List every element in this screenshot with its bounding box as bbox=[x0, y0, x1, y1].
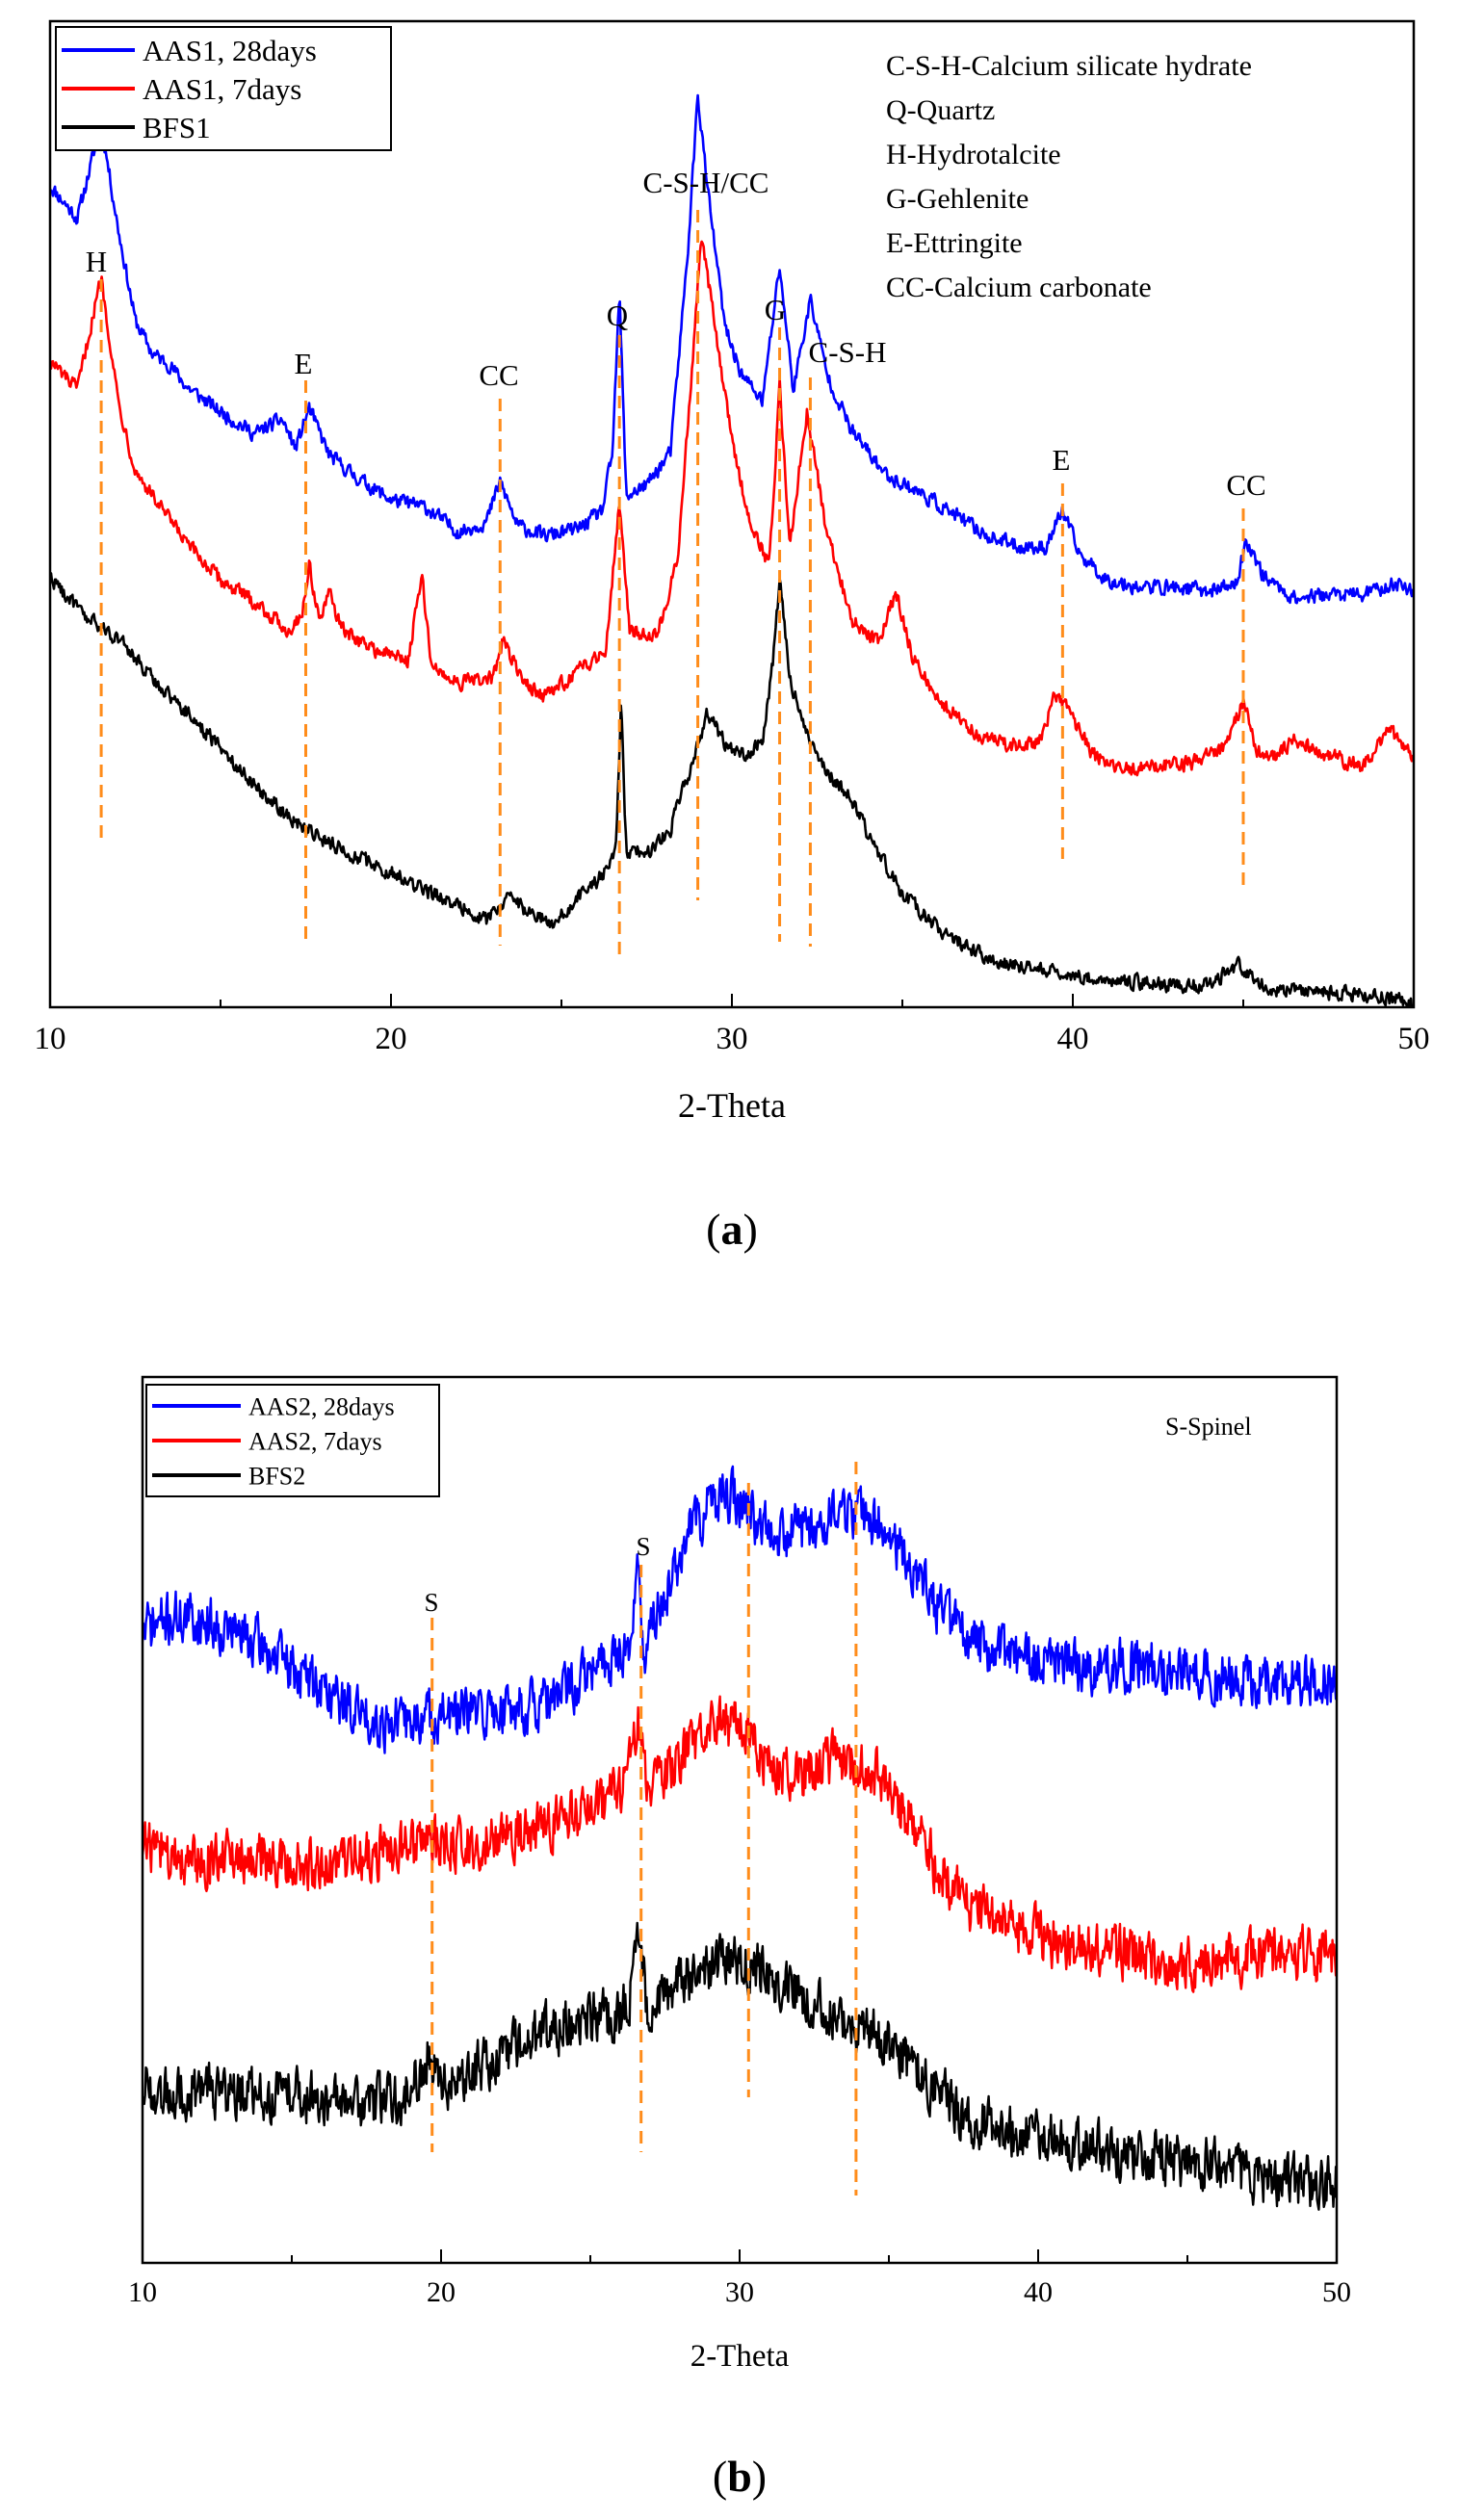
x-tick-label: 50 bbox=[1398, 1022, 1430, 1056]
annotation-text: H-Hydrotalcite bbox=[886, 139, 1061, 170]
legend-label: AAS2, 7days bbox=[248, 1427, 382, 1455]
x-tick-label: 40 bbox=[1057, 1022, 1089, 1056]
x-tick-label: 20 bbox=[427, 2276, 456, 2308]
peak-label: G bbox=[765, 293, 786, 326]
series-line-2 bbox=[143, 1695, 1337, 1993]
peak-label: CC bbox=[1226, 468, 1265, 502]
annotation-text: E-Ettringite bbox=[886, 227, 1023, 259]
panel-label: (b) bbox=[713, 2452, 767, 2501]
peak-label: S bbox=[424, 1588, 438, 1617]
x-tick-label: 20 bbox=[376, 1022, 407, 1056]
chart-panel-a: H E CC Q C-S-H/CC G C-S-H E CC AAS1, 28days AAS1, … bbox=[35, 19, 1430, 1254]
x-axis-label: 2-Theta bbox=[678, 1086, 786, 1125]
x-tick-label: 40 bbox=[1024, 2276, 1053, 2308]
x-tick-label: 50 bbox=[1322, 2276, 1351, 2308]
panel-label: (a) bbox=[706, 1205, 758, 1254]
peak-label: CC bbox=[479, 358, 518, 392]
legend-label: AAS1, 7days bbox=[143, 72, 301, 106]
series-line-3 bbox=[143, 1921, 1337, 2211]
peak-label: S bbox=[636, 1532, 650, 1561]
series-line-3 bbox=[50, 572, 1414, 1007]
series-line-2 bbox=[50, 240, 1414, 777]
x-tick-label: 10 bbox=[35, 1022, 66, 1056]
annotation-text: C-S-H-Calcium silicate hydrate bbox=[886, 50, 1252, 82]
x-tick-label: 30 bbox=[716, 1022, 748, 1056]
x-axis-label: 2-Theta bbox=[690, 2339, 790, 2374]
legend-label: AAS1, 28days bbox=[143, 34, 317, 67]
peak-label: E bbox=[1053, 443, 1071, 477]
series-line-1 bbox=[143, 1465, 1337, 1754]
chart-panel-b: S S AAS2, 28days AAS2, 7days BFS2 S-Spinel 10 2… bbox=[128, 1375, 1351, 2501]
annotation-text: G-Gehlenite bbox=[886, 183, 1029, 215]
x-tick-label: 30 bbox=[725, 2276, 754, 2308]
annotation-text: S-Spinel bbox=[1165, 1413, 1252, 1441]
x-tick-label: 10 bbox=[128, 2276, 157, 2308]
peak-label: C-S-H bbox=[809, 335, 887, 369]
legend-label: BFS1 bbox=[143, 111, 211, 144]
annotation-text: CC-Calcium carbonate bbox=[886, 272, 1152, 303]
series-line-1 bbox=[50, 93, 1414, 605]
peak-label: Q bbox=[607, 299, 628, 332]
annotation-text: Q-Quartz bbox=[886, 94, 995, 126]
peak-label: C-S-H/CC bbox=[643, 166, 769, 199]
legend-label: AAS2, 28days bbox=[248, 1392, 395, 1420]
legend-label: BFS2 bbox=[248, 1462, 305, 1490]
peak-label: E bbox=[295, 347, 313, 380]
peak-label: H bbox=[86, 245, 107, 278]
